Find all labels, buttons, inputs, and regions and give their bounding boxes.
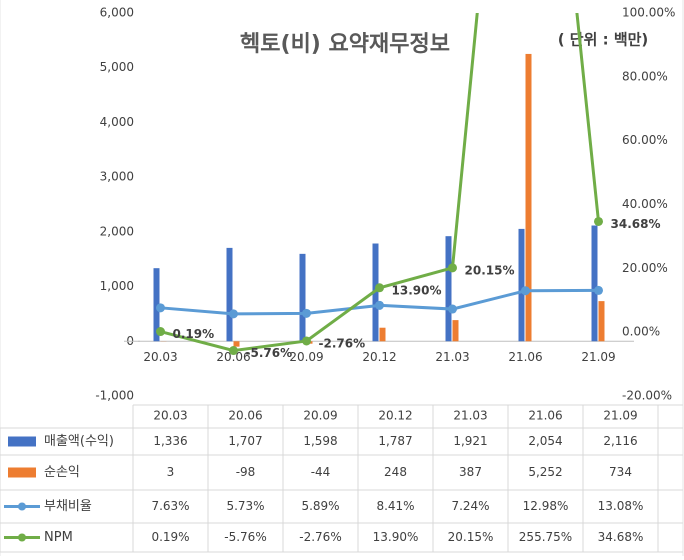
chart-subtitle: ( 단위 : 백만) [558, 31, 649, 49]
table-cell: 13.90% [373, 530, 419, 544]
table-cell: 7.63% [151, 499, 189, 513]
table-header: 20.09 [303, 409, 337, 423]
table-cell: 34.68% [598, 530, 644, 544]
legend-label: 부채비율 [44, 499, 92, 514]
y2-tick-label: 40.00% [622, 197, 668, 211]
data-label: 20.15% [465, 263, 515, 277]
legend-swatch [8, 468, 36, 478]
y2-tick-label: -20.00% [622, 389, 672, 403]
table-cell: 1,336 [153, 434, 187, 448]
bar [519, 229, 525, 341]
line-marker [375, 301, 384, 310]
data-label: 34.68% [611, 217, 661, 231]
legend-marker [18, 503, 26, 511]
line-marker [448, 263, 457, 272]
y-tick-label: -1,000 [95, 389, 134, 403]
bar [453, 320, 459, 341]
legend-swatch [8, 437, 36, 447]
y2-tick-label: 60.00% [622, 133, 668, 147]
y-tick-label: 2,000 [100, 224, 134, 238]
bar [599, 301, 605, 341]
data-label: 0.19% [173, 327, 215, 341]
table-cell: 1,598 [303, 434, 337, 448]
x-tick-label: 20.09 [289, 350, 323, 364]
table-cell: 2,054 [528, 434, 562, 448]
table-cell: -2.76% [299, 530, 341, 544]
table-cell: 255.75% [519, 530, 572, 544]
bar [380, 328, 386, 342]
chart-title: 헥토(비) 요약재무정보 [240, 32, 450, 57]
x-tick-label: 21.06 [508, 350, 542, 364]
line-marker [302, 336, 311, 345]
line-marker [448, 305, 457, 314]
bar [234, 341, 240, 346]
y2-tick-label: 0.00% [622, 325, 660, 339]
table-header: 21.03 [453, 409, 487, 423]
table-cell: 3 [167, 465, 175, 479]
x-tick-label: 20.12 [362, 350, 396, 364]
y-tick-label: 6,000 [100, 6, 134, 20]
bar [526, 54, 532, 341]
table-cell: 5,252 [528, 465, 562, 479]
table-cell: 387 [459, 465, 482, 479]
table-cell: 5.73% [226, 499, 264, 513]
table-cell: 0.19% [151, 530, 189, 544]
legend-label: NPM [44, 530, 73, 545]
y-tick-label: 4,000 [100, 115, 134, 129]
data-label: 13.90% [392, 283, 442, 297]
line-marker [594, 286, 603, 295]
line-marker [229, 346, 238, 355]
line-marker [375, 283, 384, 292]
table-cell: 20.15% [448, 530, 494, 544]
data-label: -2.76% [319, 336, 366, 350]
table-cell: 12.98% [523, 499, 569, 513]
table-header: 20.03 [153, 409, 187, 423]
table-header: 20.06 [228, 409, 262, 423]
legend-label: 순손익 [44, 465, 80, 480]
table-cell: 7.24% [451, 499, 489, 513]
table-cell: 1,787 [378, 434, 412, 448]
x-tick-label: 21.03 [435, 350, 469, 364]
line-marker [156, 303, 165, 312]
bar [446, 236, 452, 341]
bar [227, 248, 233, 341]
y2-tick-label: 100.00% [622, 6, 675, 20]
table-cell: 2,116 [603, 434, 637, 448]
table-cell: 13.08% [598, 499, 644, 513]
table-cell: -98 [236, 465, 256, 479]
bar [592, 226, 598, 342]
data-label: -5.76% [246, 346, 293, 360]
table-cell: 248 [384, 465, 407, 479]
bar [300, 254, 306, 341]
table-header: 21.06 [528, 409, 562, 423]
line-marker [521, 286, 530, 295]
table-cell: -44 [311, 465, 331, 479]
legend-marker [18, 534, 26, 542]
table-cell: 1,707 [228, 434, 262, 448]
table-cell: 1,921 [453, 434, 487, 448]
legend-label: 매출액(수익) [44, 434, 114, 449]
line-marker [594, 217, 603, 226]
table-cell: 8.41% [376, 499, 414, 513]
line-marker [302, 309, 311, 318]
line-marker [156, 327, 165, 336]
table-cell: 5.89% [301, 499, 339, 513]
y-tick-label: 5,000 [100, 60, 134, 74]
x-tick-label: 21.09 [581, 350, 615, 364]
y-tick-label: 1,000 [100, 279, 134, 293]
table-header: 21.09 [603, 409, 637, 423]
line-marker [229, 309, 238, 318]
table-header: 20.12 [378, 409, 412, 423]
y2-tick-label: 20.00% [622, 261, 668, 275]
table-cell: 734 [609, 465, 632, 479]
y2-tick-label: 80.00% [622, 69, 668, 83]
x-tick-label: 20.03 [143, 350, 177, 364]
table-cell: -5.76% [224, 530, 266, 544]
y-tick-label: 3,000 [100, 170, 134, 184]
